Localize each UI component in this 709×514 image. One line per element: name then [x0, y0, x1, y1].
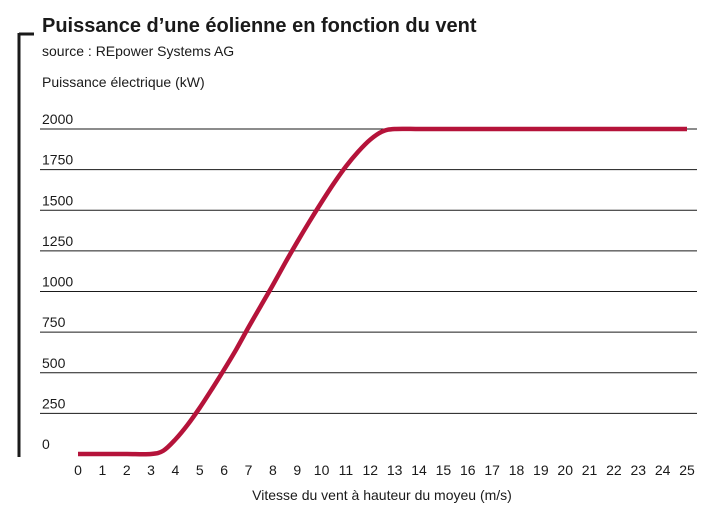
x-tick-label: 14 — [411, 462, 427, 478]
x-tick-label: 10 — [314, 462, 330, 478]
x-tick-label: 18 — [509, 462, 525, 478]
x-tick-label: 2 — [123, 462, 131, 478]
y-tick-label: 1250 — [42, 233, 73, 249]
x-tick-label: 21 — [582, 462, 598, 478]
x-tick-label: 6 — [220, 462, 228, 478]
y-tick-label: 1500 — [42, 192, 73, 208]
x-tick-label: 16 — [460, 462, 476, 478]
y-tick-label: 250 — [42, 395, 66, 411]
x-tick-label: 0 — [74, 462, 82, 478]
y-tick-label: 0 — [42, 436, 50, 452]
x-tick-labels: 0 1 2 3 4 5 6 7 8 9 10 11 12 13 14 15 16 17 18 19 20 21 22 23 24… — [74, 462, 695, 478]
x-tick-label: 9 — [293, 462, 301, 478]
y-tick-label: 1000 — [42, 274, 73, 290]
y-tick-labels: 0 250 500 750 1000 1250 1500 1750 2000 — [42, 111, 73, 452]
x-tick-label: 3 — [147, 462, 155, 478]
x-tick-label: 13 — [387, 462, 403, 478]
x-tick-label: 17 — [484, 462, 500, 478]
power-curve-line — [77, 126, 687, 457]
y-tick-label: 750 — [42, 314, 66, 330]
chart-title: Puissance d’une éolienne en fonction du … — [42, 15, 477, 37]
chart-subtitle: source : REpower Systems AG — [42, 43, 234, 59]
x-tick-label: 7 — [245, 462, 253, 478]
x-tick-label: 22 — [606, 462, 622, 478]
x-tick-label: 1 — [98, 462, 106, 478]
x-tick-label: 19 — [533, 462, 549, 478]
y-tick-label: 2000 — [42, 111, 73, 127]
grid-lines — [40, 128, 697, 414]
y-axis-label: Puissance électrique (kW) — [42, 74, 205, 90]
x-tick-label: 11 — [339, 462, 354, 478]
x-tick-label: 24 — [655, 462, 671, 478]
series-layer — [77, 126, 687, 457]
x-tick-label: 23 — [630, 462, 646, 478]
x-tick-label: 20 — [557, 462, 573, 478]
y-tick-label: 500 — [42, 355, 66, 371]
x-tick-label: 5 — [196, 462, 204, 478]
x-tick-label: 8 — [269, 462, 277, 478]
y-tick-label: 1750 — [42, 152, 73, 168]
x-tick-label: 15 — [436, 462, 452, 478]
x-tick-label: 12 — [363, 462, 379, 478]
x-tick-label: 4 — [172, 462, 180, 478]
x-axis-label: Vitesse du vent à hauteur du moyeu (m/s) — [252, 487, 512, 503]
x-tick-label: 25 — [679, 462, 695, 478]
